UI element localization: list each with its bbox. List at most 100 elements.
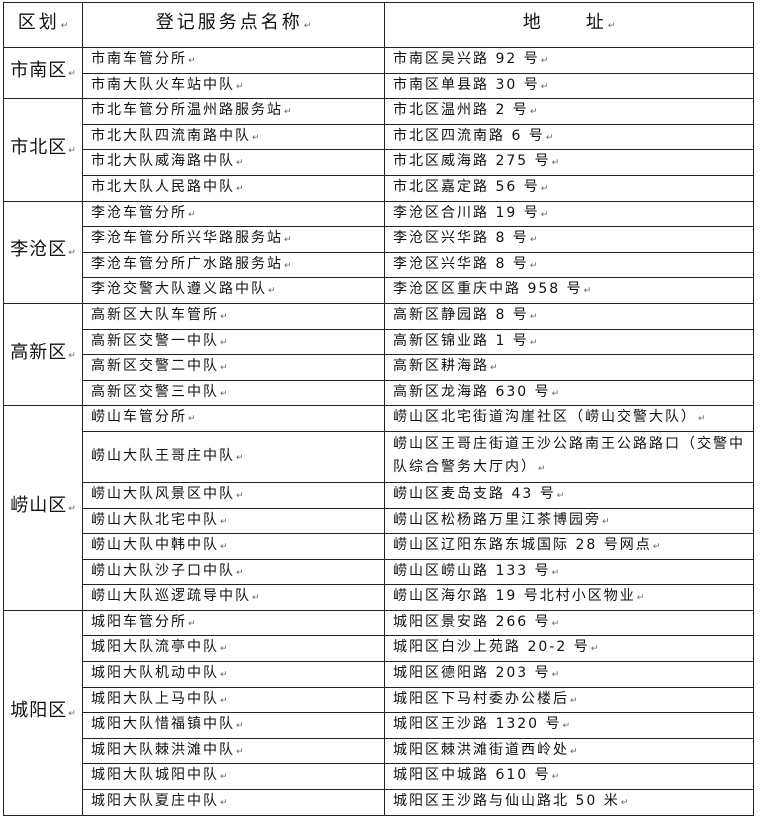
name-cell: 高新区大队车管所 xyxy=(82,302,385,330)
address-cell: 崂山区崂山路 133 号 xyxy=(384,558,754,586)
table-row: 高新区交警二中队 高新区耕海路 xyxy=(4,354,754,381)
table-row: 崂山大队风景区中队 崂山区麦岛支路 43 号 xyxy=(4,481,754,509)
address-cell: 崂山区王哥庄街道王沙公路南王公路路口（交警中队综合警务大厅内） xyxy=(384,430,754,483)
name-cell: 市南大队火车站中队 xyxy=(82,72,385,100)
address-cell: 崂山区海尔路 19 号北村小区物业 xyxy=(384,584,754,611)
service-point-table: 区划 登记服务点名称 地 址 市南区市南车管分所 市南区吴兴路 92 号市南大队火… xyxy=(3,2,754,816)
address-cell: 城阳区王沙路与仙山路北 50 米 xyxy=(384,789,754,816)
service-point-name: 市南车管分所 xyxy=(91,51,196,67)
service-point-address: 高新区静园路 8 号 xyxy=(393,307,537,323)
header-district: 区划 xyxy=(3,2,83,48)
service-point-address: 市北区四流南路 6 号 xyxy=(393,128,553,144)
table-row: 城阳区 城阳车管分所 城阳区景安路 266 号 xyxy=(3,609,754,816)
service-point-address: 崂山区北宅街道沟崖社区（崂山交警大队） xyxy=(393,409,706,425)
table-row: 城阳大队棘洪滩中队 城阳区棘洪滩街道西岭处 xyxy=(4,737,754,765)
table-row: 市北大队人民路中队 市北区嘉定路 56 号 xyxy=(4,174,754,202)
service-point-name: 城阳大队棘洪滩中队 xyxy=(91,742,244,758)
table-row: 崂山大队巡逻疏导中队 崂山区海尔路 19 号北村小区物业 xyxy=(4,584,754,611)
service-point-name: 市北大队四流南路中队 xyxy=(91,128,260,144)
district-name: 崂山区 xyxy=(10,495,76,516)
service-point-address: 崂山区麦岛支路 43 号 xyxy=(393,486,564,502)
service-point-name: 崂山大队巡逻疏导中队 xyxy=(91,588,260,604)
service-point-address: 崂山区松杨路万里江茶博园旁 xyxy=(393,512,610,528)
table-row: 市北区 市北车管分所温州路服务站 市北区温州路 2 号 xyxy=(3,98,754,202)
service-point-name: 李沧车管分所广水路服务站 xyxy=(91,256,292,272)
table-header-row: 区划 登记服务点名称 地 址 xyxy=(3,2,754,48)
address-cell: 高新区静园路 8 号 xyxy=(384,302,754,330)
header-name: 登记服务点名称 xyxy=(82,2,385,48)
district-cell: 市北区 xyxy=(3,98,83,202)
name-cell: 城阳大队惜福镇中队 xyxy=(82,712,385,739)
table-row: 李沧车管分所广水路服务站 李沧区兴华路 8 号 xyxy=(4,251,754,279)
table-row: 城阳大队机动中队 城阳区德阳路 203 号 xyxy=(4,661,754,688)
service-point-address: 市南区单县路 30 号 xyxy=(393,77,548,93)
district-name: 高新区 xyxy=(10,342,76,363)
address-cell: 李沧区区重庆中路 958 号 xyxy=(384,277,754,304)
name-cell: 城阳大队流亭中队 xyxy=(82,635,385,663)
address-cell: 崂山区北宅街道沟崖社区（崂山交警大队） xyxy=(384,405,754,432)
district-cell: 李沧区 xyxy=(3,200,83,304)
district-name: 城阳区 xyxy=(10,700,76,721)
service-point-address: 高新区龙海路 630 号 xyxy=(393,384,559,400)
address-cell: 李沧区合川路 19 号 xyxy=(384,200,754,228)
name-cell: 李沧交警大队遵义路中队 xyxy=(82,277,385,304)
name-cell: 崂山大队北宅中队 xyxy=(82,507,385,535)
service-point-address: 市南区吴兴路 92 号 xyxy=(393,51,548,67)
service-point-address: 城阳区白沙上苑路 20-2 号 xyxy=(393,639,598,655)
name-cell: 崂山大队风景区中队 xyxy=(82,481,385,509)
address-cell: 市北区威海路 275 号 xyxy=(384,149,754,176)
header-address: 地 址 xyxy=(384,2,754,48)
name-cell: 高新区交警三中队 xyxy=(82,379,385,407)
service-point-name: 市北车管分所温州路服务站 xyxy=(91,102,292,118)
name-cell: 市南车管分所 xyxy=(82,47,385,74)
table-row: 崂山大队沙子口中队 崂山区崂山路 133 号 xyxy=(4,558,754,586)
service-point-name: 城阳大队上马中队 xyxy=(91,691,228,707)
name-cell: 李沧车管分所 xyxy=(82,200,385,228)
table-row: 市南区市南车管分所 市南区吴兴路 92 号 xyxy=(3,46,754,100)
name-cell: 市北大队人民路中队 xyxy=(82,174,385,202)
address-cell: 李沧区兴华路 8 号 xyxy=(384,251,754,279)
service-point-address: 李沧区合川路 19 号 xyxy=(393,205,548,221)
service-point-name: 市南大队火车站中队 xyxy=(91,77,244,93)
table-row: 崂山区 崂山车管分所 崂山区北宅街道沟崖社区（崂山交警大队） xyxy=(3,405,754,611)
address-cell: 城阳区景安路 266 号 xyxy=(384,609,754,637)
table-row: 市北大队四流南路中队 市北区四流南路 6 号 xyxy=(4,123,754,151)
name-cell: 李沧车管分所兴华路服务站 xyxy=(82,226,385,253)
district-name: 市南区 xyxy=(10,60,76,81)
table-row: 高新区 高新区大队车管所 高新区静园路 8 号 xyxy=(3,302,754,407)
service-point-address: 崂山区王哥庄街道王沙公路南王公路路口（交警中队综合警务大厅内） xyxy=(393,436,745,475)
name-cell: 崂山大队沙子口中队 xyxy=(82,558,385,586)
name-cell: 城阳大队棘洪滩中队 xyxy=(82,737,385,765)
service-point-address: 李沧区区重庆中路 958 号 xyxy=(393,281,591,297)
service-point-address: 崂山区海尔路 19 号北村小区物业 xyxy=(393,588,644,604)
service-point-name: 市北大队威海路中队 xyxy=(91,153,244,169)
name-cell: 市北大队四流南路中队 xyxy=(82,123,385,151)
name-cell: 城阳大队机动中队 xyxy=(82,661,385,688)
address-cell: 城阳区王沙路 1320 号 xyxy=(384,712,754,739)
service-point-name: 城阳大队城阳中队 xyxy=(91,767,228,783)
district-cell: 崂山区 xyxy=(3,405,83,611)
name-cell: 市北大队威海路中队 xyxy=(82,149,385,176)
table-row: 高新区交警一中队 高新区锦业路 1 号 xyxy=(4,328,754,356)
name-cell: 崂山大队中韩中队 xyxy=(82,533,385,560)
service-point-name: 城阳大队夏庄中队 xyxy=(91,793,228,809)
service-point-name: 高新区交警一中队 xyxy=(91,333,228,349)
address-cell: 高新区龙海路 630 号 xyxy=(384,379,754,407)
address-cell: 市南区单县路 30 号 xyxy=(384,72,754,100)
table-row: 城阳大队城阳中队 城阳区中城路 610 号 xyxy=(4,763,754,791)
header-district-text: 区划 xyxy=(18,12,69,33)
address-cell: 市北区四流南路 6 号 xyxy=(384,123,754,151)
table-row: 城阳大队流亭中队 城阳区白沙上苑路 20-2 号 xyxy=(4,635,754,663)
service-point-name: 高新区交警三中队 xyxy=(91,384,228,400)
address-cell: 市北区温州路 2 号 xyxy=(384,98,754,125)
table-row: 高新区交警三中队 高新区龙海路 630 号 xyxy=(4,379,754,407)
table-row: 城阳大队夏庄中队 城阳区王沙路与仙山路北 50 米 xyxy=(4,789,754,816)
service-point-address: 城阳区景安路 266 号 xyxy=(393,614,559,630)
address-cell: 市南区吴兴路 92 号 xyxy=(384,47,754,74)
service-point-name: 市北大队人民路中队 xyxy=(91,179,244,195)
table-row: 李沧区 李沧车管分所 李沧区合川路 19 号 xyxy=(3,200,754,304)
service-point-name: 李沧交警大队遵义路中队 xyxy=(91,281,276,297)
table-row: 崂山大队王哥庄中队 崂山区王哥庄街道王沙公路南王公路路口（交警中队综合警务大厅内） xyxy=(4,430,754,483)
service-point-address: 城阳区中城路 610 号 xyxy=(393,767,559,783)
service-point-address: 市北区嘉定路 56 号 xyxy=(393,179,548,195)
